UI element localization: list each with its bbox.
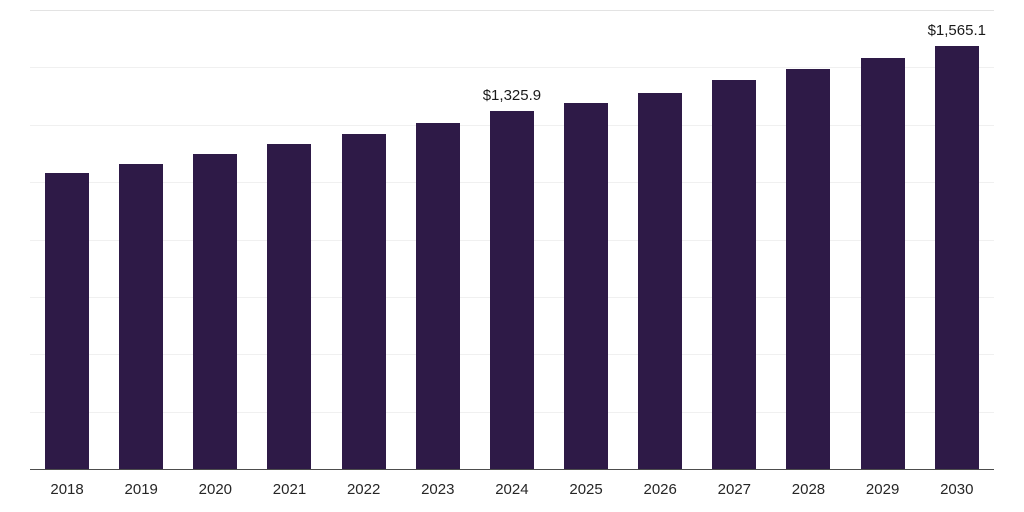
x-tick-label-2026: 2026 <box>643 481 677 498</box>
bar-slot-2030: $1,565.1 <box>920 10 994 469</box>
x-tick-label-2029: 2029 <box>865 481 900 498</box>
bar-2020 <box>193 154 238 469</box>
bar-slot-2019 <box>104 10 178 469</box>
bar-2025 <box>564 102 609 469</box>
x-tick-label-2025: 2025 <box>569 481 603 498</box>
x-tick-label-2020: 2020 <box>198 481 233 498</box>
plot-area: $1,325.9 $1,565.1 <box>30 10 994 470</box>
bar-slot-2028 <box>771 10 845 469</box>
bar-slot-2024: $1,325.9 <box>475 10 549 469</box>
bar-2023 <box>415 123 460 469</box>
x-tick-label-2028: 2028 <box>791 481 826 498</box>
x-tick-label-2021: 2021 <box>272 481 307 498</box>
bar-2030 <box>934 46 979 469</box>
bar-2021 <box>267 143 312 469</box>
x-tick-label-2018: 2018 <box>50 481 84 498</box>
bar-2028 <box>786 69 831 469</box>
bar-value-label-2030: $1,565.1 <box>927 22 986 40</box>
bar-2018 <box>45 172 90 469</box>
x-tick-label-2027: 2027 <box>717 481 752 498</box>
bar-2026 <box>638 92 683 469</box>
bar-2019 <box>119 163 164 469</box>
bar-2024 <box>489 111 534 469</box>
x-tick-label-2023: 2023 <box>421 481 455 498</box>
bar-2029 <box>860 58 905 469</box>
bars-row: $1,325.9 $1,565.1 <box>30 10 994 469</box>
bar-2022 <box>341 133 386 469</box>
x-tick-label-2030: 2030 <box>940 481 974 498</box>
bar-2027 <box>712 80 757 469</box>
bar-slot-2021 <box>252 10 326 469</box>
gridline <box>30 10 994 11</box>
x-tick-label-2024: 2024 <box>495 481 529 498</box>
bar-slot-2020 <box>178 10 252 469</box>
bar-slot-2025 <box>549 10 623 469</box>
bar-slot-2018 <box>30 10 104 469</box>
x-tick-label-2022: 2022 <box>346 481 381 498</box>
bar-slot-2022 <box>327 10 401 469</box>
bar-slot-2027 <box>697 10 771 469</box>
x-tick-label-2019: 2019 <box>124 481 158 498</box>
gridline <box>30 67 994 69</box>
bar-slot-2026 <box>623 10 697 469</box>
bar-slot-2023 <box>401 10 475 469</box>
bar-value-label-2024: $1,325.9 <box>482 87 542 105</box>
bar-slot-2029 <box>846 10 920 469</box>
x-axis: 2018 2019 2020 2021 2022 2023 2024 2025 2026 2027… <box>30 481 994 498</box>
